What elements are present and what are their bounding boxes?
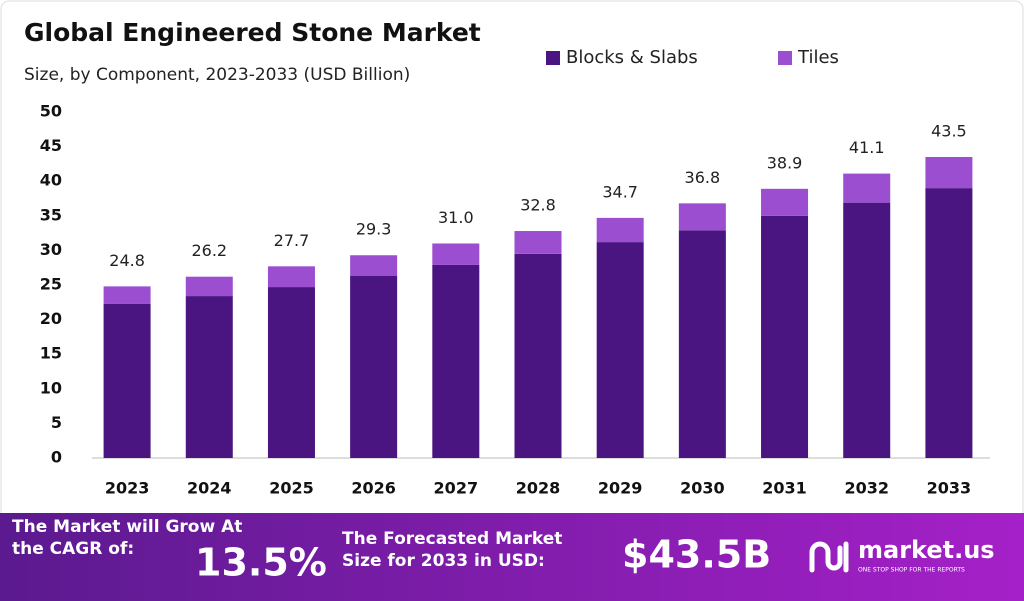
cagr-value: 13.5%	[195, 541, 327, 585]
x-tick-label: 2024	[187, 479, 232, 498]
bar-segment	[267, 266, 315, 288]
bar-segment	[843, 202, 891, 458]
bar-segment	[678, 230, 726, 458]
forecast-value: $43.5B	[622, 533, 771, 577]
x-tick-label: 2026	[351, 479, 396, 498]
bar-segment	[596, 242, 644, 458]
x-tick-label: 2025	[269, 479, 314, 498]
total-label: 26.2	[191, 241, 227, 260]
total-label: 31.0	[438, 208, 474, 227]
bar-segment	[925, 156, 973, 189]
total-label: 27.7	[274, 231, 310, 250]
cagr-box: The Market will Grow At the CAGR of:	[12, 517, 243, 559]
total-label: 29.3	[356, 220, 392, 239]
legend-label: Blocks & Slabs	[566, 47, 698, 68]
x-tick-label: 2032	[844, 479, 889, 498]
x-tick-label: 2029	[598, 479, 643, 498]
chart-title: Global Engineered Stone Market	[24, 18, 481, 47]
legend-swatch	[546, 51, 560, 65]
total-label: 32.8	[520, 196, 556, 215]
bar-segment	[432, 243, 480, 265]
total-label: 38.9	[767, 153, 803, 172]
y-tick-label: 15	[40, 344, 62, 363]
cagr-text: The Market will Grow At the CAGR of:	[12, 517, 243, 559]
brand: market.us	[858, 536, 995, 564]
x-tick-label: 2030	[680, 479, 725, 498]
x-tick-label: 2033	[927, 479, 972, 498]
bar-segment	[925, 188, 973, 458]
forecast-text: The Forecasted Market Size for 2033 in U…	[342, 529, 563, 571]
x-tick-label: 2027	[434, 479, 479, 498]
legend-swatch	[778, 51, 792, 65]
y-tick-label: 25	[40, 275, 62, 294]
x-tick-label: 2023	[105, 479, 150, 498]
bar-segment	[514, 231, 562, 254]
y-tick-label: 45	[40, 136, 62, 155]
total-label: 34.7	[602, 182, 638, 201]
x-tick-label: 2028	[516, 479, 561, 498]
bar-segment	[267, 287, 315, 458]
bar-segment	[678, 203, 726, 231]
forecast-box: The Forecasted Market Size for 2033 in U…	[342, 529, 563, 571]
bar-segment	[843, 173, 891, 203]
total-label: 41.1	[849, 138, 885, 157]
y-tick-label: 50	[40, 102, 62, 121]
bar-segment	[350, 276, 398, 458]
bar-segment	[761, 215, 809, 458]
y-tick-label: 30	[40, 240, 62, 259]
total-label: 24.8	[109, 251, 145, 270]
bar-segment	[350, 255, 398, 277]
y-tick-label: 40	[40, 171, 62, 190]
chart-subtitle: Size, by Component, 2023-2033 (USD Billi…	[24, 65, 410, 85]
bar-segment	[103, 286, 151, 304]
banner	[0, 513, 1024, 601]
y-tick-label: 10	[40, 378, 62, 397]
y-tick-label: 20	[40, 309, 62, 328]
bar-segment	[185, 276, 233, 297]
brand-logo	[809, 541, 849, 573]
bar-segment	[596, 217, 644, 243]
bar-segment	[185, 296, 233, 458]
tagline: ONE STOP SHOP FOR THE REPORTS	[858, 567, 965, 574]
bar-segment	[761, 188, 809, 216]
x-tick-label: 2031	[762, 479, 807, 498]
legend-label: Tiles	[797, 47, 839, 68]
y-tick-label: 0	[51, 448, 62, 467]
total-label: 43.5	[931, 121, 967, 140]
y-tick-label: 35	[40, 205, 62, 224]
bar-segment	[432, 264, 480, 458]
total-label: 36.8	[685, 168, 721, 187]
bar-segment	[103, 303, 151, 458]
y-tick-label: 5	[51, 413, 62, 432]
bar-segment	[514, 253, 562, 458]
